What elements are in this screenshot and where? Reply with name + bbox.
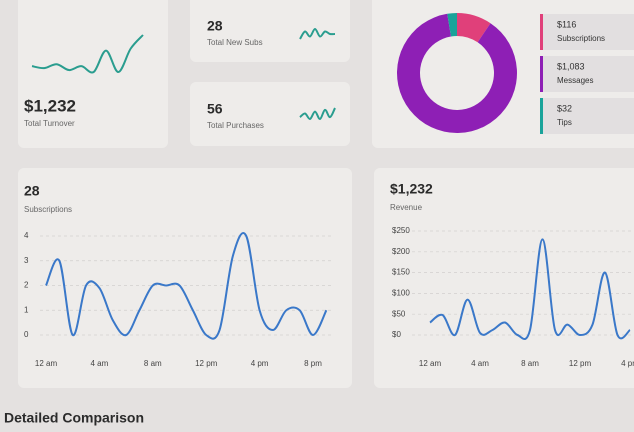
- x-tick-label: 12 pm: [569, 359, 592, 368]
- legend-box: [540, 14, 634, 50]
- stat-value: 56: [207, 101, 223, 117]
- legend-label: Messages: [557, 76, 593, 85]
- x-tick-label: 12 am: [419, 359, 442, 368]
- legend-value: $32: [557, 103, 572, 113]
- stat-label: Total Purchases: [207, 121, 264, 130]
- x-tick-label: 8 pm: [304, 359, 322, 368]
- y-tick-label: 3: [24, 256, 29, 265]
- chart-title: 28: [24, 183, 40, 199]
- y-tick-label: $250: [392, 226, 410, 235]
- chart-subtitle: Revenue: [390, 203, 423, 212]
- x-tick-label: 4 pm: [621, 359, 634, 368]
- section-title: Detailed Comparison: [4, 410, 144, 426]
- donut-slice: [447, 13, 457, 37]
- legend-swatch: [540, 56, 543, 92]
- y-tick-label: $200: [392, 247, 410, 256]
- x-tick-label: 4 pm: [251, 359, 269, 368]
- card: [190, 82, 350, 146]
- x-tick-label: 8 am: [521, 359, 539, 368]
- y-tick-label: $150: [392, 268, 410, 277]
- y-tick-label: 0: [24, 330, 29, 339]
- legend-label: Subscriptions: [557, 34, 605, 43]
- legend-swatch: [540, 98, 543, 134]
- donut-slice: [457, 13, 491, 43]
- stat-label: Total Turnover: [24, 119, 75, 128]
- x-tick-label: 4 am: [91, 359, 109, 368]
- stat-value: $1,232: [24, 96, 76, 115]
- stat-label: Total New Subs: [207, 38, 263, 47]
- y-tick-label: $50: [392, 309, 406, 318]
- sparkline: [299, 27, 336, 40]
- legend-label: Tips: [557, 118, 572, 127]
- y-tick-label: $0: [392, 330, 401, 339]
- legend-box: [540, 56, 634, 92]
- sparkline: [299, 107, 336, 120]
- line: [429, 238, 631, 340]
- x-tick-label: 8 am: [144, 359, 162, 368]
- chart-subtitle: Subscriptions: [24, 205, 72, 214]
- y-tick-label: $100: [392, 289, 410, 298]
- y-tick-label: 2: [24, 281, 29, 290]
- chart-title: $1,232: [390, 181, 433, 197]
- y-tick-label: 4: [24, 231, 29, 240]
- x-tick-label: 4 am: [471, 359, 489, 368]
- card: [190, 0, 350, 62]
- card: [374, 168, 634, 388]
- line: [45, 232, 328, 340]
- y-tick-label: 1: [24, 305, 29, 314]
- card: [18, 0, 168, 148]
- x-tick-label: 12 am: [35, 359, 58, 368]
- x-tick-label: 12 pm: [195, 359, 218, 368]
- legend-box: [540, 98, 634, 134]
- sparkline: [31, 34, 144, 74]
- stat-value: 28: [207, 18, 223, 34]
- donut-slice: [397, 13, 518, 133]
- card: [18, 168, 352, 388]
- legend-value: $1,083: [557, 61, 585, 71]
- legend-swatch: [540, 14, 543, 50]
- legend-value: $116: [557, 19, 576, 29]
